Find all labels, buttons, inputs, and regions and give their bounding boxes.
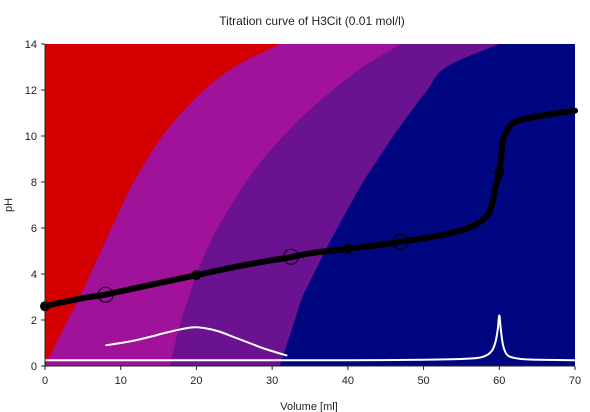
equivalence-point-marker — [494, 167, 505, 178]
x-tick-label: 10 — [115, 375, 127, 387]
x-tick-label: 40 — [342, 375, 354, 387]
buffer-capacity-curve — [105, 326, 288, 357]
titration-curve — [42, 107, 578, 310]
half-equivalence-point-marker — [97, 286, 114, 303]
x-tick-label: 50 — [417, 375, 429, 387]
x-axis: 0 10 20 30 40 50 60 70 — [42, 365, 581, 387]
y-tick-label: 2 — [31, 315, 37, 327]
x-tick-label: 20 — [190, 375, 202, 387]
y-tick-label: 12 — [25, 85, 37, 97]
equivalence-point-marker — [191, 270, 202, 281]
x-tick-label: 70 — [569, 375, 581, 387]
equivalence-point-marker — [342, 243, 353, 254]
half-equivalence-point-marker — [283, 248, 300, 265]
x-tick-label: 0 — [42, 375, 48, 387]
species-3-region — [279, 44, 575, 366]
equivalence-derivative-curve — [45, 314, 576, 362]
y-axis-title: pH — [3, 198, 15, 212]
plot-area — [40, 44, 578, 366]
y-tick-label: 0 — [31, 361, 37, 373]
y-tick-label: 6 — [31, 223, 37, 235]
y-tick-label: 14 — [25, 39, 37, 51]
x-tick-label: 60 — [493, 375, 505, 387]
y-tick-label: 4 — [31, 269, 37, 281]
half-equivalence-point-marker — [392, 233, 409, 250]
x-axis-title: Volume [ml] — [280, 401, 337, 412]
y-axis: 0 2 4 6 8 10 12 14 — [25, 39, 46, 373]
y-tick-label: 8 — [31, 177, 37, 189]
x-tick-label: 30 — [266, 375, 278, 387]
y-tick-label: 10 — [25, 131, 37, 143]
chart-title: Titration curve of H3Cit (0.01 mol/l) — [219, 14, 405, 28]
titration-points — [40, 167, 505, 312]
